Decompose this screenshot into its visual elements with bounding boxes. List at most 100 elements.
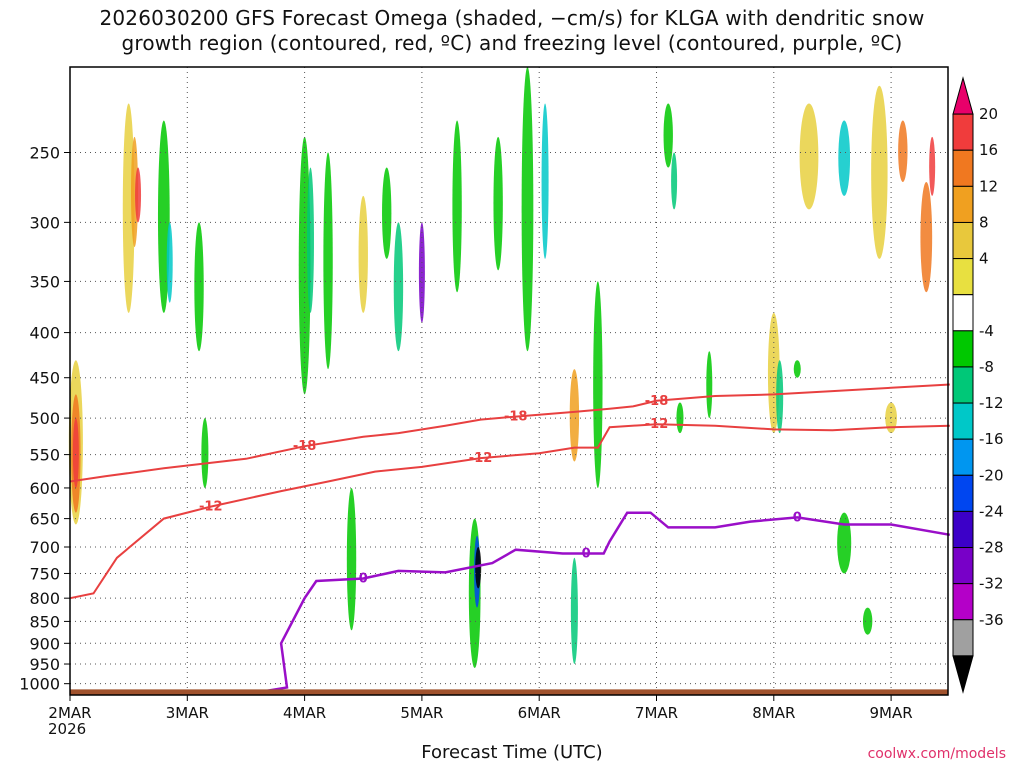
- colorbar-cell: [952, 619, 974, 657]
- colorbar-label: -24: [979, 502, 1004, 520]
- omega-shade-cell: [323, 152, 333, 370]
- omega-shade-cell: [671, 152, 678, 210]
- y-tick-label: 300: [29, 213, 60, 232]
- omega-shade-cell: [838, 120, 851, 196]
- contour-layer: -18 -18 -18 -12 -12 -12 0 0 0: [69, 383, 951, 693]
- omega-shade-cell: [706, 351, 713, 419]
- dgz-contour-label: -18: [293, 439, 317, 454]
- dgz-contour-label: -18: [504, 410, 528, 425]
- omega-shade-cell: [570, 557, 578, 665]
- omega-shade-cell: [776, 360, 784, 434]
- colorbar-label: 20: [979, 105, 998, 123]
- omega-shade-cell: [569, 369, 580, 462]
- omega-shade-cell: [122, 103, 135, 313]
- colorbar-cell: [952, 402, 974, 440]
- omega-shade-cell: [862, 607, 873, 635]
- x-tick-label: 5MAR: [400, 704, 443, 722]
- omega-shade-cell: [871, 85, 888, 259]
- y-tick-label: 650: [29, 510, 60, 529]
- freezing-contour-label: 0: [793, 510, 802, 525]
- y-tick-label: 750: [29, 564, 60, 583]
- y-tick-label: 400: [29, 324, 60, 343]
- colorbar-label: -4: [979, 322, 994, 340]
- colorbar-cell: [952, 113, 974, 151]
- colorbar-label: 8: [979, 213, 989, 231]
- y-tick-label: 1000: [19, 675, 60, 694]
- y-axis-ticks: 250 300 350 400 450 500 550 600 650 700 750 800 850 9…: [19, 143, 70, 694]
- colorbar-label: -32: [979, 575, 1004, 593]
- omega-shade-cell: [521, 67, 534, 352]
- dgz-contour-label: -12: [645, 417, 669, 432]
- y-tick-label: 500: [29, 409, 60, 428]
- omega-shade-cell: [346, 487, 357, 631]
- x-axis-title: Forecast Time (UTC): [421, 742, 603, 763]
- omega-shade-cell: [166, 222, 173, 303]
- colorbar-cell: [952, 583, 974, 621]
- colorbar-label: -16: [979, 430, 1004, 448]
- omega-shade-cell: [306, 167, 314, 313]
- colorbar-cell: [952, 474, 974, 512]
- colorbar-label: -28: [979, 539, 1004, 557]
- colorbar-label: 16: [979, 141, 998, 159]
- start-year-label: 2026: [48, 720, 87, 738]
- y-tick-label: 700: [29, 538, 60, 557]
- colorbar-cell: [952, 185, 974, 223]
- colorbar: 20 16 12 8 4 -4 -8 -12 -16 -20 -24 -28 -32 -36: [952, 76, 1004, 694]
- omega-shade-cell: [358, 195, 368, 313]
- omega-shade-cell: [72, 418, 79, 488]
- colorbar-label: 12: [979, 177, 998, 195]
- omega-shade-cell: [837, 512, 852, 574]
- y-tick-label: 950: [29, 655, 60, 674]
- omega-shade-cell: [676, 402, 684, 434]
- freezing-level-contour: [70, 511, 951, 693]
- colorbar-label: 4: [979, 250, 989, 268]
- colorbar-label: -12: [979, 394, 1004, 412]
- omega-shade-cell: [201, 418, 209, 488]
- y-tick-label: 600: [29, 479, 60, 498]
- omega-shade-cell: [799, 103, 819, 210]
- dgz-contour-label: -12: [469, 451, 493, 466]
- x-tick-label: 2MAR: [48, 704, 91, 722]
- omega-shade-cell: [130, 136, 139, 248]
- plot-frame: [69, 66, 949, 696]
- colorbar-cell: [952, 294, 974, 332]
- colorbar-cell: [952, 76, 974, 115]
- omega-shade-cell: [493, 136, 503, 271]
- y-tick-label: 800: [29, 589, 60, 608]
- x-tick-label: 9MAR: [870, 704, 913, 722]
- chart-title-line1: 2026030200 GFS Forecast Omega (shaded, −…: [99, 6, 925, 30]
- x-axis-ticks: 2MAR 3MAR 4MAR 5MAR 6MAR 7MAR 8MAR 9MAR: [48, 695, 913, 722]
- x-tick-label: 3MAR: [166, 704, 209, 722]
- dgz-contour--12: [69, 423, 950, 600]
- dgz-contour-label: -18: [645, 394, 669, 409]
- omega-shade-cell: [929, 136, 936, 196]
- colorbar-label: -36: [979, 611, 1004, 629]
- y-tick-label: 550: [29, 446, 60, 465]
- colorbar-cell: [952, 221, 974, 260]
- omega-shade-cell: [475, 547, 482, 589]
- chart-title-line2: growth region (contoured, red, ºC) and f…: [121, 31, 903, 55]
- omega-shade-cell: [452, 120, 462, 293]
- dgz-contour-label: -12: [199, 500, 223, 515]
- omega-shade-cell: [194, 222, 204, 352]
- x-tick-label: 7MAR: [635, 704, 678, 722]
- omega-shade-cell: [135, 167, 142, 223]
- omega-shade-cell: [793, 360, 801, 378]
- y-tick-label: 450: [29, 369, 60, 388]
- dgz-contour--18: [69, 383, 950, 483]
- colorbar-cell: [952, 655, 974, 694]
- credit-link[interactable]: coolwx.com/models: [867, 746, 1006, 762]
- colorbar-cell: [952, 330, 974, 368]
- omega-shading-layer: [68, 67, 936, 669]
- colorbar-cell: [952, 366, 974, 404]
- x-tick-label: 4MAR: [283, 704, 326, 722]
- ground-band: [70, 689, 948, 695]
- omega-shade-cell: [593, 281, 603, 488]
- y-tick-label: 900: [29, 634, 60, 653]
- omega-shade-cell: [382, 167, 392, 259]
- y-tick-label: 850: [29, 612, 60, 631]
- y-tick-label: 350: [29, 272, 60, 291]
- colorbar-label: -20: [979, 466, 1004, 484]
- omega-shade-cell: [541, 103, 549, 259]
